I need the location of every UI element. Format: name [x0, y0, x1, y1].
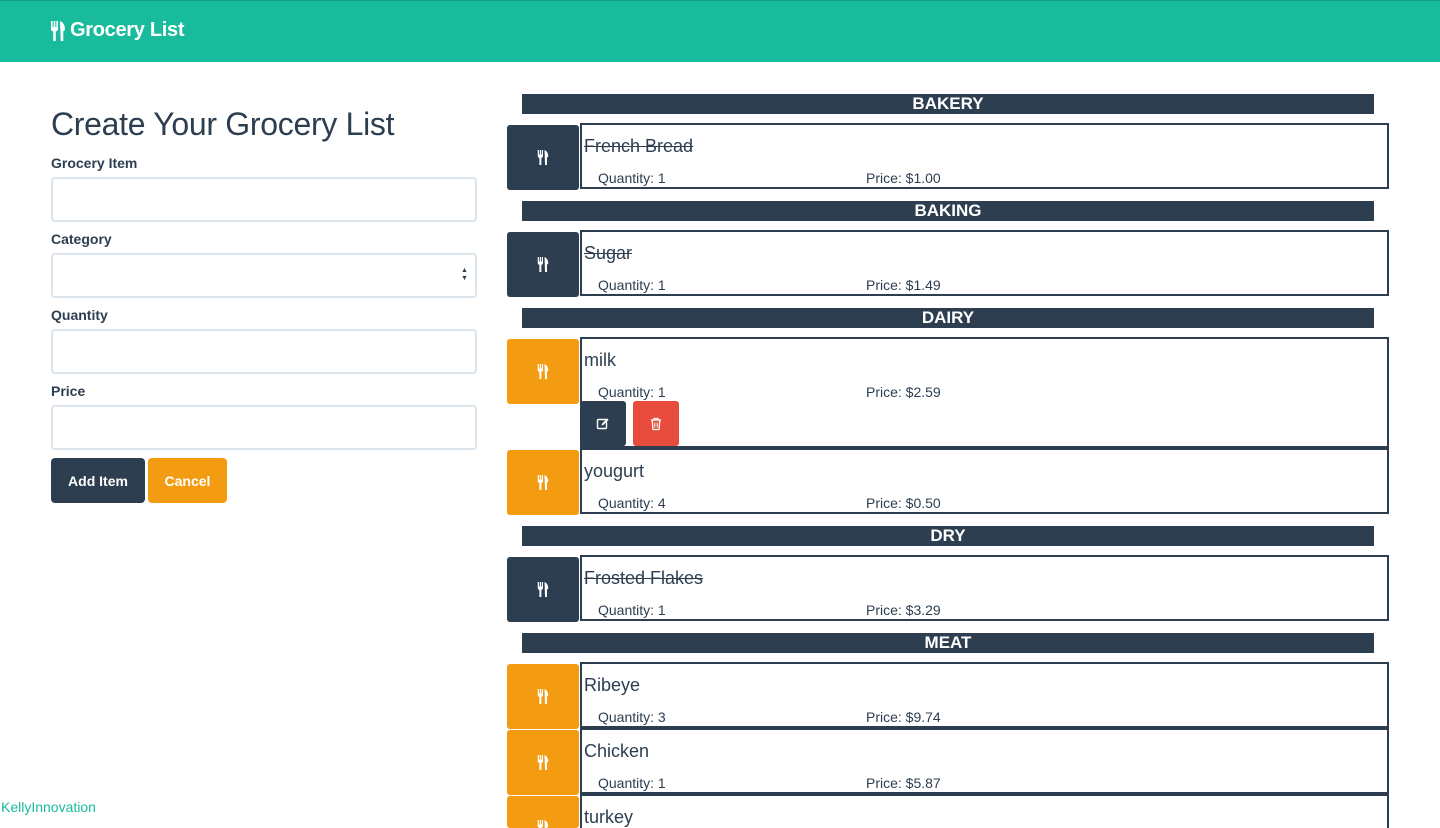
category-header-bakery: BAKERY: [522, 94, 1374, 114]
list-item[interactable]: milk Quantity: 1 Price: $2.59: [580, 337, 1389, 448]
list-item[interactable]: Sugar Quantity: 1 Price: $1.49: [580, 230, 1389, 296]
price-input[interactable]: [51, 405, 477, 450]
list-item[interactable]: yougurt Quantity: 4 Price: $0.50: [580, 448, 1389, 514]
select-arrows-icon: ▲ ▼: [461, 267, 468, 282]
item-quantity: Quantity: 4: [598, 495, 666, 511]
list-item[interactable]: turkey: [580, 794, 1389, 828]
item-toggle-button[interactable]: [507, 125, 579, 190]
utensils-icon: [537, 755, 549, 770]
utensils-icon: [537, 689, 549, 704]
item-price: Price: $3.29: [866, 602, 941, 618]
item-name: Frosted Flakes: [584, 568, 704, 588]
price-label: Price: [51, 383, 86, 399]
item-name: French Bread: [584, 136, 694, 156]
item-price: Price: $2.59: [866, 384, 941, 400]
item-name: Chicken: [584, 741, 650, 761]
utensils-icon: [51, 20, 65, 41]
utensils-icon: [537, 150, 549, 165]
item-quantity: Quantity: 1: [598, 775, 666, 791]
list-item[interactable]: Frosted Flakes Quantity: 1 Price: $3.29: [580, 555, 1389, 621]
list-item[interactable]: Ribeye Quantity: 3 Price: $9.74: [580, 662, 1389, 728]
item-name: Sugar: [584, 243, 633, 263]
category-header-dry: DRY: [522, 526, 1374, 546]
item-quantity: Quantity: 1: [598, 384, 666, 400]
item-quantity: Quantity: 1: [598, 170, 666, 186]
category-header-meat: MEAT: [522, 633, 1374, 653]
grocery-form: Create Your Grocery List Grocery Item Ca…: [51, 100, 477, 503]
item-price: Price: $0.50: [866, 495, 941, 511]
category-header-baking: BAKING: [522, 201, 1374, 221]
footer-link[interactable]: KellyInnovation: [1, 799, 96, 815]
item-toggle-button[interactable]: [507, 730, 579, 795]
quantity-input[interactable]: [51, 329, 477, 374]
item-price: Price: $1.49: [866, 277, 941, 293]
item-toggle-button[interactable]: [507, 232, 579, 297]
list-item[interactable]: French Bread Quantity: 1 Price: $1.00: [580, 123, 1389, 189]
category-label: Category: [51, 231, 112, 247]
category-header-dairy: DAIRY: [522, 308, 1374, 328]
quantity-label: Quantity: [51, 307, 108, 323]
utensils-icon: [537, 820, 549, 828]
item-toggle-button[interactable]: [507, 450, 579, 515]
navbar: Grocery List: [0, 0, 1440, 62]
utensils-icon: [537, 582, 549, 597]
item-name: Ribeye: [584, 675, 641, 695]
item-quantity: Quantity: 1: [598, 602, 666, 618]
item-toggle-button[interactable]: [507, 664, 579, 729]
list-item[interactable]: Chicken Quantity: 1 Price: $5.87: [580, 728, 1389, 794]
cancel-button[interactable]: Cancel: [148, 458, 227, 503]
item-quantity: Quantity: 3: [598, 709, 666, 725]
utensils-icon: [537, 364, 549, 379]
delete-button[interactable]: [633, 401, 679, 446]
item-name: turkey: [584, 807, 634, 827]
trash-icon: [651, 417, 661, 430]
item-toggle-button[interactable]: [507, 557, 579, 622]
brand-link[interactable]: Grocery List: [50, 19, 185, 42]
category-select[interactable]: ▲ ▼: [51, 253, 477, 298]
item-name: yougurt: [584, 461, 645, 481]
item-quantity: Quantity: 1: [598, 277, 666, 293]
edit-button[interactable]: [580, 401, 626, 446]
item-toggle-button[interactable]: [507, 796, 579, 828]
item-name: milk: [584, 350, 616, 370]
item-price: Price: $5.87: [866, 775, 941, 791]
item-price: Price: $1.00: [866, 170, 941, 186]
item-price: Price: $9.74: [866, 709, 941, 725]
edit-icon: [596, 417, 609, 429]
utensils-icon: [537, 475, 549, 490]
form-title: Create Your Grocery List: [51, 106, 395, 142]
grocery-item-input[interactable]: [51, 177, 477, 222]
add-item-button[interactable]: Add Item: [51, 458, 145, 503]
form-actions: Add Item Cancel: [51, 458, 477, 503]
utensils-icon: [537, 257, 549, 272]
item-toggle-button[interactable]: [507, 339, 579, 404]
brand-title: Grocery List: [70, 19, 185, 41]
grocery-item-label: Grocery Item: [51, 155, 138, 171]
